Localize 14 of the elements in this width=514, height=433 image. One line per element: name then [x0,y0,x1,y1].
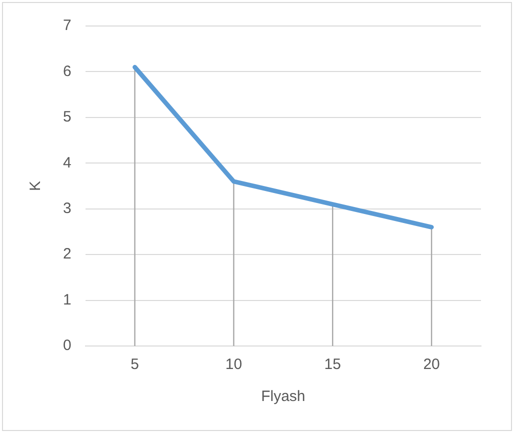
y-tick-label: 7 [63,17,72,34]
x-tick-label: 15 [324,356,341,374]
y-axis-title: K [27,180,44,192]
y-tick-label: 4 [63,154,72,172]
x-tick-label: 5 [130,356,139,374]
x-tick-label: 10 [225,356,242,374]
x-tick-label: 20 [423,356,440,374]
y-tick-label: 6 [63,62,72,80]
x-axis-title: Flyash [261,388,306,406]
y-tick-label: 0 [63,337,72,354]
y-tick-label: 2 [63,246,72,263]
y-tick-label: 5 [63,108,72,126]
y-tick-label: 3 [63,200,72,217]
y-tick-label: 1 [63,291,72,308]
